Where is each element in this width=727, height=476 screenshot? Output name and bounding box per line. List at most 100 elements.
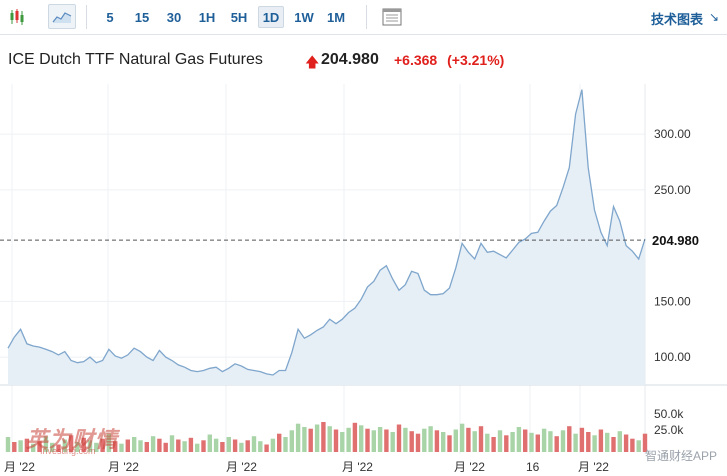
timeframe-5[interactable]: 5 [106,9,114,25]
price-change: +6.368 (+3.21%) [394,52,504,68]
volume-bar [642,433,648,452]
volume-bar [239,442,244,452]
timeframe-15[interactable]: 15 [134,9,150,25]
volume-bar [125,439,130,452]
time-tick-label: 16 [526,460,540,474]
volume-bar [321,422,326,452]
volume-bar [144,442,149,452]
volume-bar [333,429,339,452]
app-watermark: 智通财经APP [644,449,717,463]
volume-bar [157,438,162,452]
volume-bar [403,427,408,452]
volume-bar [302,427,307,452]
chart-layout-icon[interactable] [380,4,404,29]
volume-bar [485,433,490,452]
price-area-fill [8,89,645,385]
volume-bar [182,441,187,452]
volume-bar [491,437,496,452]
volume-bar [434,430,440,452]
volume-bar [207,434,212,452]
tech-chart-link[interactable]: 技术图表 [650,12,703,27]
volume-bar [75,442,80,452]
instrument-header: ICE Dutch TTF Natural Gas Futures 🡅 204.… [0,34,727,85]
volume-bar [623,434,629,452]
volume-bar [56,444,61,452]
volume-bar [270,438,276,452]
last-price: 204.980 [321,51,379,68]
volume-bar [409,431,414,452]
volume-bar [510,432,515,452]
volume-bar [636,440,641,452]
volume-bar [289,430,294,452]
timeframe-5h[interactable]: 5H [230,9,248,25]
price-chart[interactable]: 300.00 250.00 150.00 100.00 50.0k 25.0k 月 '2… [0,84,727,476]
volume-bar [459,423,465,452]
volume-bar [605,432,610,452]
volume-bar [586,432,591,452]
volume-bar [12,442,17,452]
volume-bar [226,437,231,452]
volume-bar [295,423,301,452]
volume-bar [598,429,604,452]
price-tick-label: 300.00 [654,127,691,141]
volume-bar [138,440,143,452]
volume-bar [62,439,67,452]
volume-bar [283,437,288,452]
candlestick-icon[interactable] [6,4,28,29]
tech-chart-arrow-icon[interactable]: ↘ [708,10,719,24]
volume-bar [245,440,250,452]
investing-watermark: 英为财情 [26,427,119,452]
volume-bar [377,427,383,452]
volume-bar [523,429,528,452]
volume-bar [560,430,566,452]
volume-bar [163,442,168,452]
volume-bar [359,425,364,452]
volume-bar [592,435,597,452]
volume-bar [18,440,23,452]
time-tick-label: 月 '22 [578,460,609,474]
timeframe-30[interactable]: 30 [166,9,182,25]
volume-bar [314,424,320,452]
time-tick-label: 月 '22 [454,460,485,474]
volume-bar [567,426,572,452]
volume-bar [132,437,137,452]
volume-bar [529,432,534,452]
volume-bar [150,436,156,452]
volume-bar [308,428,313,452]
volume-bar [100,438,105,452]
price-tick-label: 150.00 [654,294,691,308]
volume-bar [617,431,622,452]
price-area-series [7,89,646,385]
area-chart-icon[interactable] [48,4,76,29]
timeframe-1d[interactable]: 1D [258,6,284,28]
volume-bar [497,430,503,452]
timeframe-1w[interactable]: 1W [294,9,314,25]
volume-bar [384,429,389,452]
volume-bar [478,426,484,452]
volume-bar [422,428,427,452]
volume-bar [81,437,86,452]
time-tick-label: 月 '22 [108,460,139,474]
volume-bar [232,439,238,452]
timeframe-1h[interactable]: 1H [198,9,216,25]
volume-bar [541,428,547,452]
volume-bar [5,437,11,452]
volume-bar [415,433,421,452]
volume-bar [213,438,219,452]
volume-bar [579,427,585,452]
volume-bar [535,434,540,452]
volume-bar [352,422,358,452]
volume-bar [68,435,74,452]
price-change-percent: (+3.21%) [447,52,505,68]
volume-bar [428,426,433,452]
volume-bar [340,432,345,452]
volume-bar [548,431,553,452]
volume-bar [37,441,42,452]
volume-axis: 50.0k 25.0k [654,407,684,437]
volume-bar [630,438,635,452]
timeframe-1m[interactable]: 1M [326,9,346,25]
volume-bar [106,433,112,452]
volume-bar [516,427,522,452]
price-line [7,89,646,376]
current-price-marker: 204.980 [0,230,708,251]
